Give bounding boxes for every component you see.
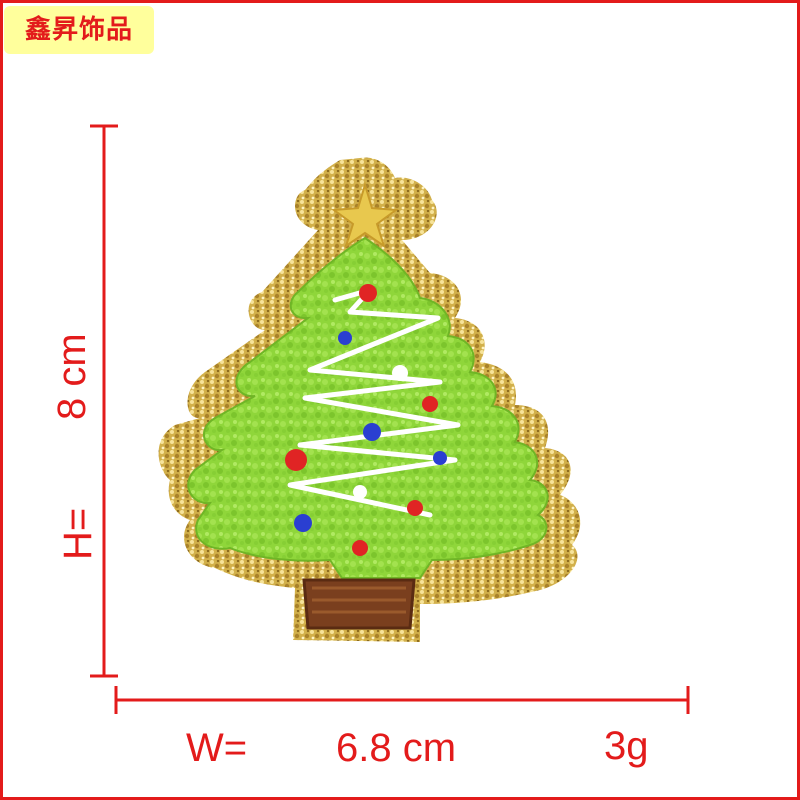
garland xyxy=(287,287,461,518)
ornament-red xyxy=(422,396,438,412)
ornament-blue xyxy=(338,331,352,345)
ornament-red xyxy=(359,284,377,302)
height-label: H= xyxy=(56,507,100,560)
ornament-red xyxy=(285,449,307,471)
height-value: 8 cm xyxy=(50,333,94,420)
ornament-blue xyxy=(363,423,381,441)
weight-value: 3g xyxy=(604,724,649,768)
ornament-red xyxy=(352,540,368,556)
tree-trunk xyxy=(302,578,416,630)
ornament-white xyxy=(353,485,367,499)
brand-watermark: 鑫昇饰品 xyxy=(4,6,154,54)
ornament-blue xyxy=(433,451,447,465)
ornament-red xyxy=(407,500,423,516)
star-icon xyxy=(331,181,399,249)
ornament-white xyxy=(392,365,408,381)
ornament-blue xyxy=(294,514,312,532)
width-label: W= xyxy=(186,726,248,770)
width-value: 6.8 cm xyxy=(336,726,457,770)
ornaments xyxy=(285,284,447,556)
